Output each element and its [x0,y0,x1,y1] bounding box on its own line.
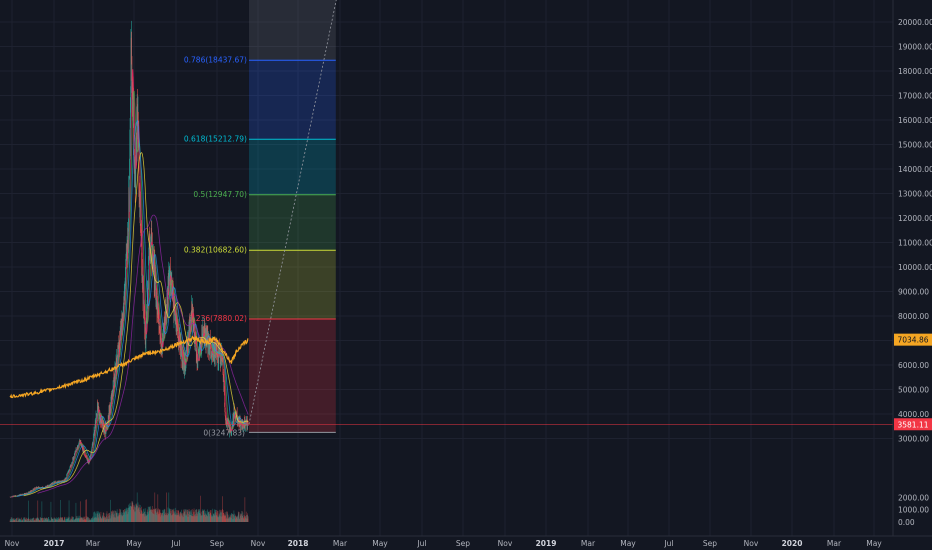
time-axis-tick-label: Mar [581,539,596,548]
fib-level-label: 0.786(18437.67) [184,55,247,64]
time-axis-tick-label: Jul [170,539,180,548]
time-axis-tick-label: Sep [210,539,224,548]
time-axis: Nov 2017 Mar May Jul Sep Nov 2018 Mar May Jul Sep No… [0,535,932,548]
volume-bars [9,492,249,522]
overlay-price-badge-text: 7034.86 [897,336,928,345]
grid [0,0,893,536]
fib-zone [248,318,336,433]
fib-level-label: 0.382(10682.60) [184,245,247,254]
time-axis-tick-label: 2017 [44,539,65,548]
time-axis-tick-label: May [866,539,882,548]
fib-level-label: 0.618(15212.79) [184,134,247,143]
fib-zone [248,194,336,251]
time-axis-tick-label: May [372,539,388,548]
time-axis-tick-label: May [126,539,142,548]
moving-averages [11,69,249,498]
price-axis-tick-label: 15000.00 [898,141,932,150]
price-axis-tick-label: 18000.00 [898,67,932,76]
overlay-price-badge [894,333,932,346]
moving-average-line [16,119,249,497]
time-axis-tick-label: Jul [663,539,673,548]
price-axis-tick-label: 16000.00 [898,116,932,125]
price-axis-tick-label: 20000.00 [898,18,932,27]
time-axis-tick-label: Nov [498,539,513,548]
time-axis-tick-label: Mar [333,539,348,548]
price-axis-tick-label: 8000.00 [898,312,929,321]
price-axis-tick-label: 17000.00 [898,92,932,101]
fib-level-label: 0(3247.83) [203,428,245,437]
price-axis-tick-label: 4000.00 [898,410,929,419]
fib-level-label: 0.236(7880.02) [189,314,247,323]
time-axis-tick-label: Sep [456,539,470,548]
price-axis-tick-label: 19000.00 [898,43,932,52]
fib-zone [248,250,336,319]
price-axis-tick-label: 12000.00 [898,214,932,223]
fib-zone [248,0,336,61]
price-axis-tick-label: 5000.00 [898,386,929,395]
price-axis-tick-label: 11000.00 [898,239,932,248]
price-axis-tick-label: 1000.00 [898,506,929,515]
last-price-badge-text: 3581.11 [897,420,928,429]
fib-level-label: 0.5(12947.70) [193,190,247,199]
price-axis-tick-label: 13000.00 [898,190,932,199]
candles [9,20,249,498]
time-axis-tick-label: Nov [5,539,20,548]
time-axis-tick-label: Mar [827,539,842,548]
last-price-badge [894,418,932,431]
fibonacci-retracement: 0.786(18437.67) 0.618(15212.79) 0.5(12947.… [184,0,337,437]
price-axis-tick-label: 0.00 [898,518,915,527]
time-axis-tick-label: 2019 [536,539,557,548]
time-axis-tick-label: May [620,539,636,548]
moving-average-line [23,152,249,497]
price-axis-tick-label: 3000.00 [898,435,929,444]
time-axis-tick-label: Nov [251,539,266,548]
fib-trendline [248,0,337,425]
time-axis-tick-label: Sep [703,539,717,548]
time-axis-tick-label: 2020 [782,539,803,548]
price-axis-tick-label: 14000.00 [898,165,932,174]
time-axis-tick-label: 2018 [288,539,309,548]
time-axis-tick-label: Jul [416,539,426,548]
price-axis-tick-label: 9000.00 [898,288,929,297]
price-axis-tick-label: 6000.00 [898,361,929,370]
price-axis: 20000.00 19000.00 18000.00 17000.00 16000.00… [892,0,932,536]
price-axis-tick-label: 2000.00 [898,493,929,502]
time-axis-tick-label: Mar [86,539,101,548]
time-axis-tick-label: Nov [744,539,759,548]
fib-zone [248,139,336,195]
price-axis-tick-label: 10000.00 [898,263,932,272]
fib-zone [248,60,336,140]
overlay-line [9,335,249,399]
